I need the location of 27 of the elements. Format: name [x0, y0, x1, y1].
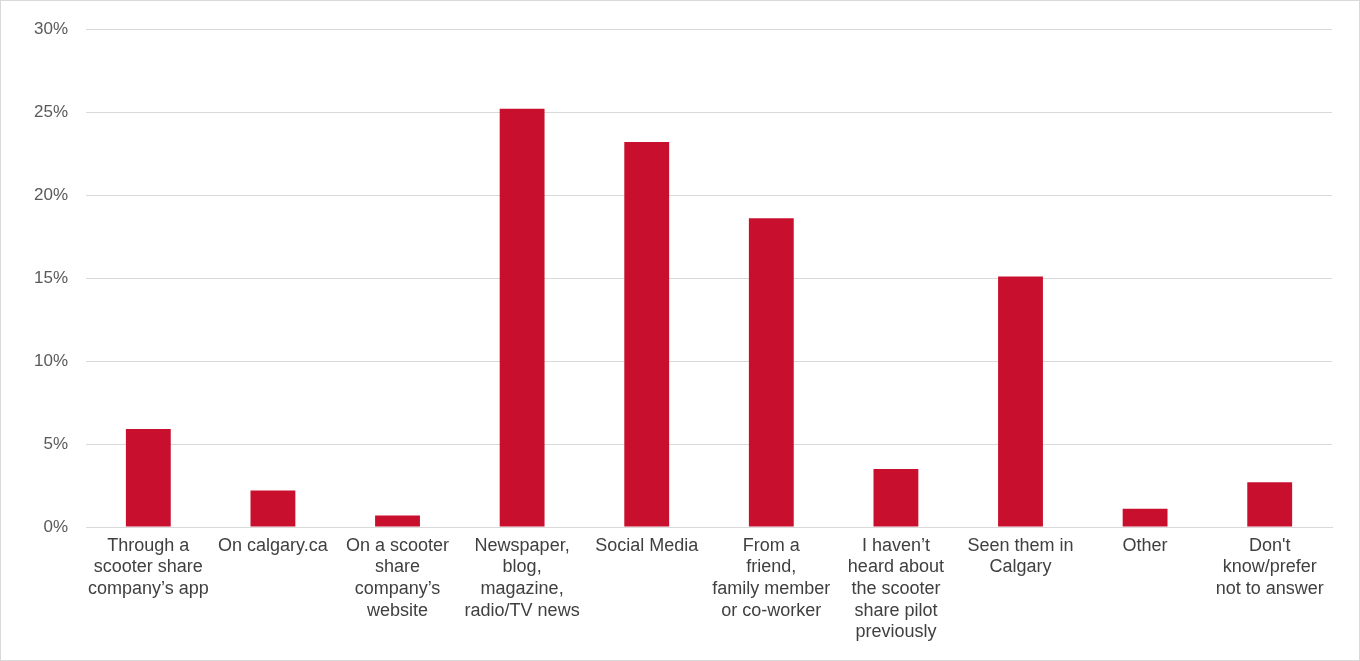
x-tick-label: I haven’t heard about the scooter share pilot previously [847, 534, 944, 642]
x-tick-label: Don't know/prefer not to answer [1215, 534, 1324, 598]
x-tick-label: On a scooter share company’s website [345, 534, 450, 620]
bar [250, 490, 296, 527]
bar [873, 468, 919, 527]
y-tick-label: 10% [33, 350, 69, 370]
y-tick-label: 25% [33, 101, 69, 121]
bar [1122, 508, 1168, 527]
y-tick-label: 0% [43, 516, 69, 536]
x-tick-label: On calgary.ca [218, 534, 329, 555]
x-tick-label: Through a scooter share company’s app [87, 534, 209, 598]
y-tick-label: 5% [43, 433, 69, 453]
x-tick-label: Other [1122, 534, 1168, 555]
bar [499, 108, 545, 527]
bar [1247, 482, 1293, 527]
x-tick-label: Social Media [595, 534, 700, 555]
y-tick-label: 15% [33, 267, 69, 287]
bar [375, 515, 420, 527]
x-tick-label: From a friend, family member or co-worker [712, 534, 831, 620]
x-tick-label: Seen them in Calgary [967, 534, 1074, 577]
bar [748, 218, 794, 527]
bar [998, 276, 1043, 527]
bar [624, 142, 670, 527]
bar [125, 429, 171, 527]
x-tick-label: Newspaper, blog, magazine, radio/TV news [464, 534, 580, 620]
y-tick-label: 20% [33, 184, 69, 204]
y-tick-label: 30% [33, 18, 69, 38]
